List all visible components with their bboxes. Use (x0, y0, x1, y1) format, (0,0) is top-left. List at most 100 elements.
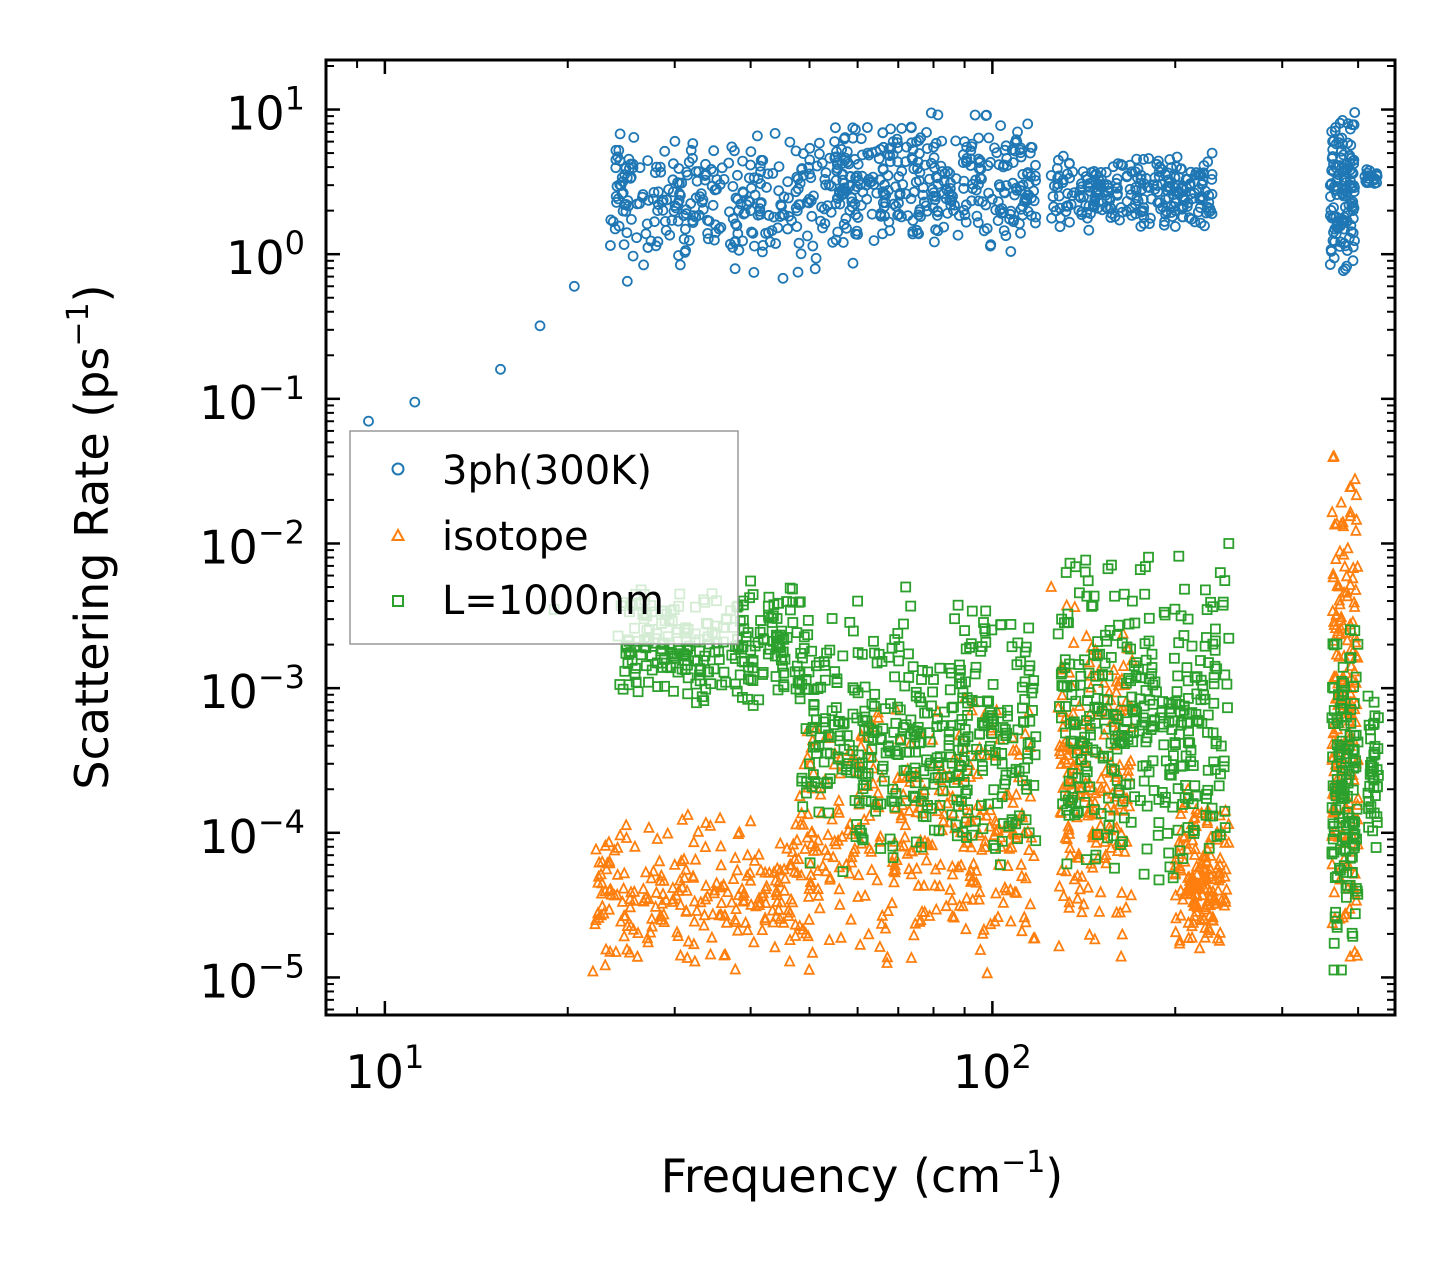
data-point (946, 809, 958, 821)
data-point (976, 800, 987, 811)
data-point (866, 176, 877, 188)
data-point (1341, 633, 1354, 646)
data-point (1113, 619, 1124, 631)
data-point (839, 155, 851, 167)
data-point (1082, 695, 1093, 706)
data-point (802, 684, 814, 695)
data-point (739, 915, 752, 928)
data-point (614, 679, 626, 690)
data-point (974, 155, 986, 167)
data-point (1163, 174, 1174, 186)
data-point (1075, 192, 1086, 204)
data-point (783, 192, 794, 204)
data-point (647, 193, 659, 205)
data-point (921, 126, 932, 138)
data-point (1177, 853, 1189, 864)
data-point (912, 227, 923, 239)
data-point (1212, 873, 1225, 886)
data-point (715, 858, 728, 871)
data-point (1030, 731, 1042, 743)
data-point (1196, 717, 1208, 729)
data-point (903, 648, 914, 660)
data-point (1214, 567, 1226, 578)
data-point (792, 183, 804, 195)
data-point (1365, 760, 1376, 771)
data-point (1007, 743, 1020, 756)
data-point (792, 852, 805, 864)
data-point (770, 238, 781, 249)
data-point (889, 801, 901, 813)
data-point (1195, 674, 1207, 686)
data-point (770, 671, 782, 682)
data-point (900, 581, 912, 593)
data-point (698, 918, 710, 931)
data-point (1347, 745, 1359, 757)
data-point (1179, 792, 1191, 803)
data-point (1023, 664, 1035, 676)
data-point (1140, 685, 1152, 696)
data-point (668, 158, 679, 170)
data-point (609, 944, 622, 957)
data-point (892, 137, 903, 149)
data-point (1181, 662, 1193, 673)
data-point (1173, 550, 1185, 562)
data-point (768, 940, 781, 953)
data-point (912, 878, 925, 891)
data-point (934, 662, 946, 674)
data-point (940, 899, 953, 912)
data-point (1181, 884, 1194, 896)
data-point (748, 172, 760, 184)
data-point (1327, 818, 1339, 830)
data-point (1047, 191, 1059, 202)
data-point (688, 914, 701, 927)
data-point (680, 223, 691, 235)
data-point (1111, 844, 1124, 856)
data-point (1138, 868, 1150, 880)
data-point (1129, 198, 1141, 210)
data-point (899, 818, 912, 831)
data-point (820, 179, 831, 191)
data-point (1107, 708, 1119, 720)
data-point (773, 161, 785, 173)
data-point (832, 226, 844, 238)
data-point (932, 713, 943, 725)
data-point (1102, 670, 1114, 682)
data-point (1023, 827, 1035, 839)
data-point (801, 807, 814, 820)
data-point (1337, 115, 1348, 126)
data-point (1199, 920, 1212, 933)
data-point (1340, 190, 1352, 202)
data-point (628, 893, 641, 906)
data-point (1002, 710, 1013, 722)
data-point (1343, 769, 1355, 780)
data-point (648, 186, 660, 198)
data-point (1173, 933, 1186, 946)
data-point (757, 886, 770, 899)
data-point (973, 153, 984, 165)
data-point (766, 903, 779, 916)
data-point (1328, 639, 1340, 651)
data-point (1338, 677, 1349, 689)
data-point (869, 700, 880, 712)
data-point (1222, 835, 1235, 848)
data-point (1060, 206, 1072, 217)
data-point (1202, 764, 1214, 776)
data-point (1102, 694, 1113, 706)
data-point (1163, 847, 1175, 859)
data-point (1012, 833, 1023, 845)
data-point (1073, 805, 1084, 817)
data-point (727, 180, 739, 192)
data-point (1027, 705, 1038, 716)
data-point (1177, 799, 1188, 810)
data-point (1147, 755, 1159, 767)
data-point (996, 748, 1008, 759)
data-point (1147, 721, 1159, 733)
data-point (866, 744, 878, 755)
data-point (1140, 736, 1152, 748)
data-point (1074, 587, 1085, 599)
data-point (966, 694, 978, 706)
data-point (1334, 117, 1346, 129)
data-point (990, 843, 1001, 854)
data-point (642, 155, 654, 167)
data-point (619, 909, 632, 921)
